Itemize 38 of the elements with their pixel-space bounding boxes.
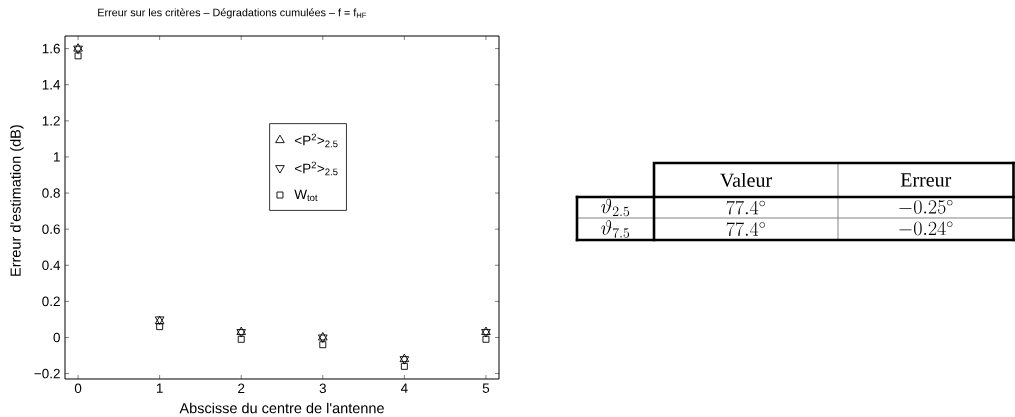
point xyxy=(400,362,408,370)
x-tick-label: 3 xyxy=(319,383,326,394)
legend-label: <P$^{2}$>$_{2.5}$ xyxy=(294,133,338,148)
x-axis-title: Abscisse du centre de l'antenne xyxy=(179,402,384,414)
y-tick-label: −0.2 xyxy=(34,368,60,379)
point xyxy=(237,335,245,343)
y-tick-label: 1 xyxy=(54,152,60,162)
point xyxy=(156,323,164,331)
y-tick-label: 1.2 xyxy=(42,116,60,126)
x-tick-label: 4 xyxy=(400,383,408,393)
chart-title: Erreur sur les critères – Dégradations cumulées – f = f$_{HF}$ xyxy=(98,8,367,19)
text: $77.4^\circ$ xyxy=(726,222,765,237)
point xyxy=(73,43,83,52)
text: $77.4^\circ$ xyxy=(726,200,765,215)
category-label: Valeur xyxy=(720,172,772,188)
category-label: Erreur xyxy=(900,173,952,187)
legend-label: W$_{tot}$ xyxy=(294,189,318,202)
point xyxy=(74,52,82,60)
point xyxy=(73,45,83,55)
text: $-0.24^\circ$ xyxy=(899,221,953,236)
x-tick-label: 1 xyxy=(156,383,163,393)
y-tick-label: 0.8 xyxy=(42,188,60,198)
category-label: $\vartheta_{7.5}$ xyxy=(601,220,630,238)
y-tick-label: 0.4 xyxy=(42,260,61,271)
point xyxy=(319,341,327,349)
y-tick-label: 0 xyxy=(53,332,60,343)
x-tick-label: 2 xyxy=(238,383,245,393)
y-tick-label: 1.6 xyxy=(42,43,60,54)
legend-label: <P$^{2}$>$_{2.5}$ xyxy=(294,161,338,176)
y-tick-label: 1.4 xyxy=(42,80,61,90)
category-label: $\vartheta_{2.5}$ xyxy=(601,198,630,217)
x-tick-label: 0 xyxy=(74,383,82,394)
point xyxy=(482,335,490,343)
text: $-0.25^\circ$ xyxy=(899,199,953,214)
x-tick-label: 5 xyxy=(482,383,490,393)
y-tick-label: 0.2 xyxy=(42,296,60,307)
y-tick-label: 0.6 xyxy=(42,224,60,234)
y-axis-title: Erreur d'estimation (dB) xyxy=(10,125,24,276)
